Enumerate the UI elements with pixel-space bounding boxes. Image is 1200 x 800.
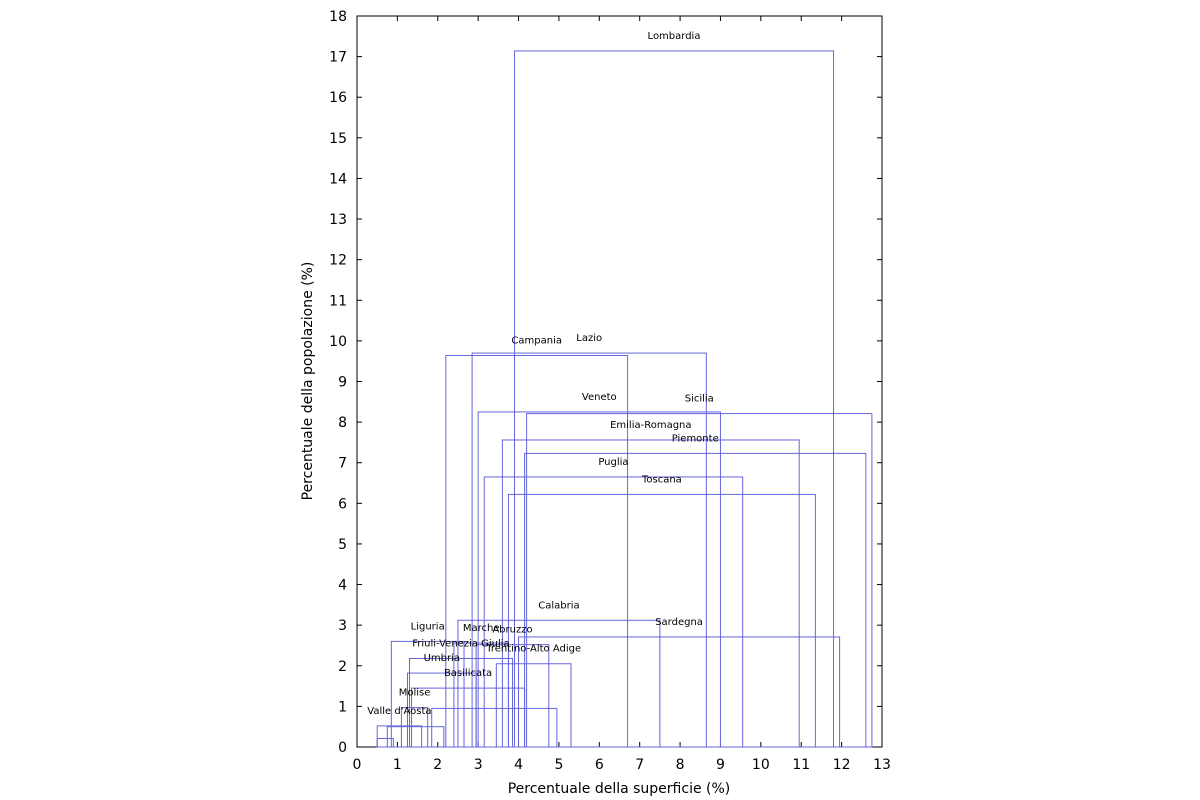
y-tick-label: 14 bbox=[329, 171, 347, 187]
region-rect-extra bbox=[376, 737, 394, 748]
y-tick-label: 17 bbox=[329, 50, 347, 66]
region-label-trentino-alto-adige: Trentino-Alto Adige bbox=[485, 644, 581, 655]
y-tick-label: 5 bbox=[338, 537, 347, 553]
x-tick-label: 1 bbox=[393, 757, 402, 773]
region-rect-trentino-alto-adige bbox=[495, 663, 572, 748]
x-tick-label: 3 bbox=[474, 757, 483, 773]
y-tick-label: 12 bbox=[329, 253, 347, 269]
region-label-piemonte: Piemonte bbox=[672, 433, 719, 444]
y-tick-label: 9 bbox=[338, 375, 347, 391]
x-tick-label: 10 bbox=[752, 757, 770, 773]
y-tick-label: 11 bbox=[329, 293, 347, 309]
x-axis-title: Percentuale della superficie (%) bbox=[508, 781, 731, 797]
region-label-campania: Campania bbox=[511, 336, 562, 347]
region-label-toscana: Toscana bbox=[641, 474, 682, 485]
y-tick-label: 0 bbox=[338, 740, 347, 756]
region-rect-lombardia bbox=[514, 50, 835, 748]
y-tick-label: 7 bbox=[338, 456, 347, 472]
x-tick-label: 12 bbox=[833, 757, 851, 773]
x-tick-label: 6 bbox=[595, 757, 604, 773]
region-label-friuli-venezia-giulia: Friuli-Venezia Giulia bbox=[412, 638, 509, 649]
region-label-liguria: Liguria bbox=[411, 621, 445, 632]
x-tick-label: 8 bbox=[676, 757, 685, 773]
x-tick-label: 5 bbox=[554, 757, 563, 773]
region-label-sicilia: Sicilia bbox=[685, 394, 714, 405]
y-tick-label: 10 bbox=[329, 334, 347, 350]
y-tick-label: 15 bbox=[329, 131, 347, 147]
region-label-molise: Molise bbox=[399, 688, 431, 699]
region-label-umbria: Umbria bbox=[424, 653, 460, 664]
region-label-lombardia: Lombardia bbox=[648, 31, 701, 42]
region-rects-layer bbox=[376, 50, 873, 748]
x-tick-label: 9 bbox=[716, 757, 725, 773]
region-rect-sicilia bbox=[526, 413, 873, 748]
region-label-lazio: Lazio bbox=[576, 333, 602, 344]
region-rect-sardegna bbox=[518, 636, 841, 748]
y-tick-label: 2 bbox=[338, 659, 347, 675]
y-tick-label: 13 bbox=[329, 212, 347, 228]
y-tick-label: 1 bbox=[338, 699, 347, 715]
y-tick-label: 3 bbox=[338, 618, 347, 634]
region-label-puglia: Puglia bbox=[598, 457, 628, 468]
y-tick-label: 18 bbox=[329, 9, 347, 25]
x-tick-label: 11 bbox=[792, 757, 810, 773]
region-label-basilicata: Basilicata bbox=[444, 668, 492, 679]
region-labels-layer: Lombardia Campania Lazio Veneto Sicilia Emili… bbox=[367, 31, 718, 717]
region-label-emilia-romagna: Emilia-Romagna bbox=[610, 420, 691, 431]
region-label-veneto: Veneto bbox=[582, 392, 617, 403]
region-rect-emilia-romagna bbox=[501, 439, 800, 748]
y-tick-label: 8 bbox=[338, 415, 347, 431]
region-label-marche: Marche bbox=[463, 623, 500, 634]
region-label-sardegna: Sardegna bbox=[655, 617, 703, 628]
x-tick-label: 7 bbox=[635, 757, 644, 773]
region-rect-valle-d-aosta bbox=[376, 725, 423, 748]
y-axis-title: Percentuale della popolazione (%) bbox=[300, 262, 316, 501]
region-rect-puglia bbox=[483, 476, 744, 748]
x-tick-label: 0 bbox=[353, 757, 362, 773]
region-label-valle-d-aosta: Valle d'Aosta bbox=[367, 706, 431, 717]
x-tick-label: 2 bbox=[433, 757, 442, 773]
region-label-abruzzo: Abruzzo bbox=[492, 625, 532, 636]
region-rect-extra bbox=[431, 707, 558, 748]
y-tick-label: 6 bbox=[338, 496, 347, 512]
y-tick-label: 16 bbox=[329, 90, 347, 106]
x-tick-label: 4 bbox=[514, 757, 523, 773]
x-tick-label: 13 bbox=[873, 757, 891, 773]
region-rect-extra bbox=[386, 726, 445, 748]
ticks-layer: 0 1 2 3 4 5 6 7 8 9 10 11 12 130123456789101112131415… bbox=[329, 9, 891, 773]
y-tick-label: 4 bbox=[338, 578, 347, 594]
region-label-calabria: Calabria bbox=[538, 600, 579, 611]
